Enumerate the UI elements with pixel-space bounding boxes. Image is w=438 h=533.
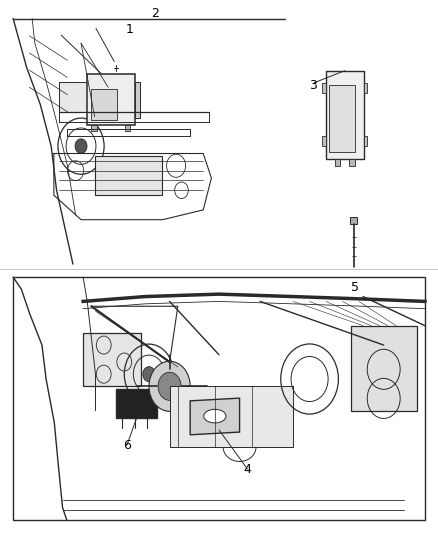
Bar <box>91 89 117 120</box>
Text: 2: 2 <box>152 7 159 20</box>
Bar <box>364 136 367 146</box>
Text: 3: 3 <box>309 79 317 92</box>
Bar <box>326 70 364 159</box>
Bar <box>335 159 340 166</box>
Ellipse shape <box>204 409 226 423</box>
Bar <box>170 386 293 447</box>
Circle shape <box>158 372 181 400</box>
Bar <box>95 156 162 195</box>
Text: 4: 4 <box>244 463 251 475</box>
Bar <box>134 82 140 118</box>
Bar <box>364 83 367 93</box>
Polygon shape <box>190 398 240 435</box>
Bar <box>83 333 141 386</box>
Text: 5: 5 <box>351 281 359 294</box>
Bar <box>329 85 355 151</box>
Circle shape <box>75 139 87 154</box>
Bar <box>351 326 417 410</box>
Bar <box>116 389 157 418</box>
Circle shape <box>143 367 155 382</box>
Bar <box>13 277 425 520</box>
Bar <box>350 159 355 166</box>
Bar <box>92 125 97 132</box>
Bar <box>350 217 357 224</box>
Bar <box>59 83 113 112</box>
Bar <box>322 83 326 93</box>
Circle shape <box>149 361 190 411</box>
Bar <box>125 125 131 132</box>
Text: 6: 6 <box>123 439 131 451</box>
Bar <box>87 74 134 125</box>
Text: 1: 1 <box>125 23 133 36</box>
Bar <box>322 136 326 146</box>
